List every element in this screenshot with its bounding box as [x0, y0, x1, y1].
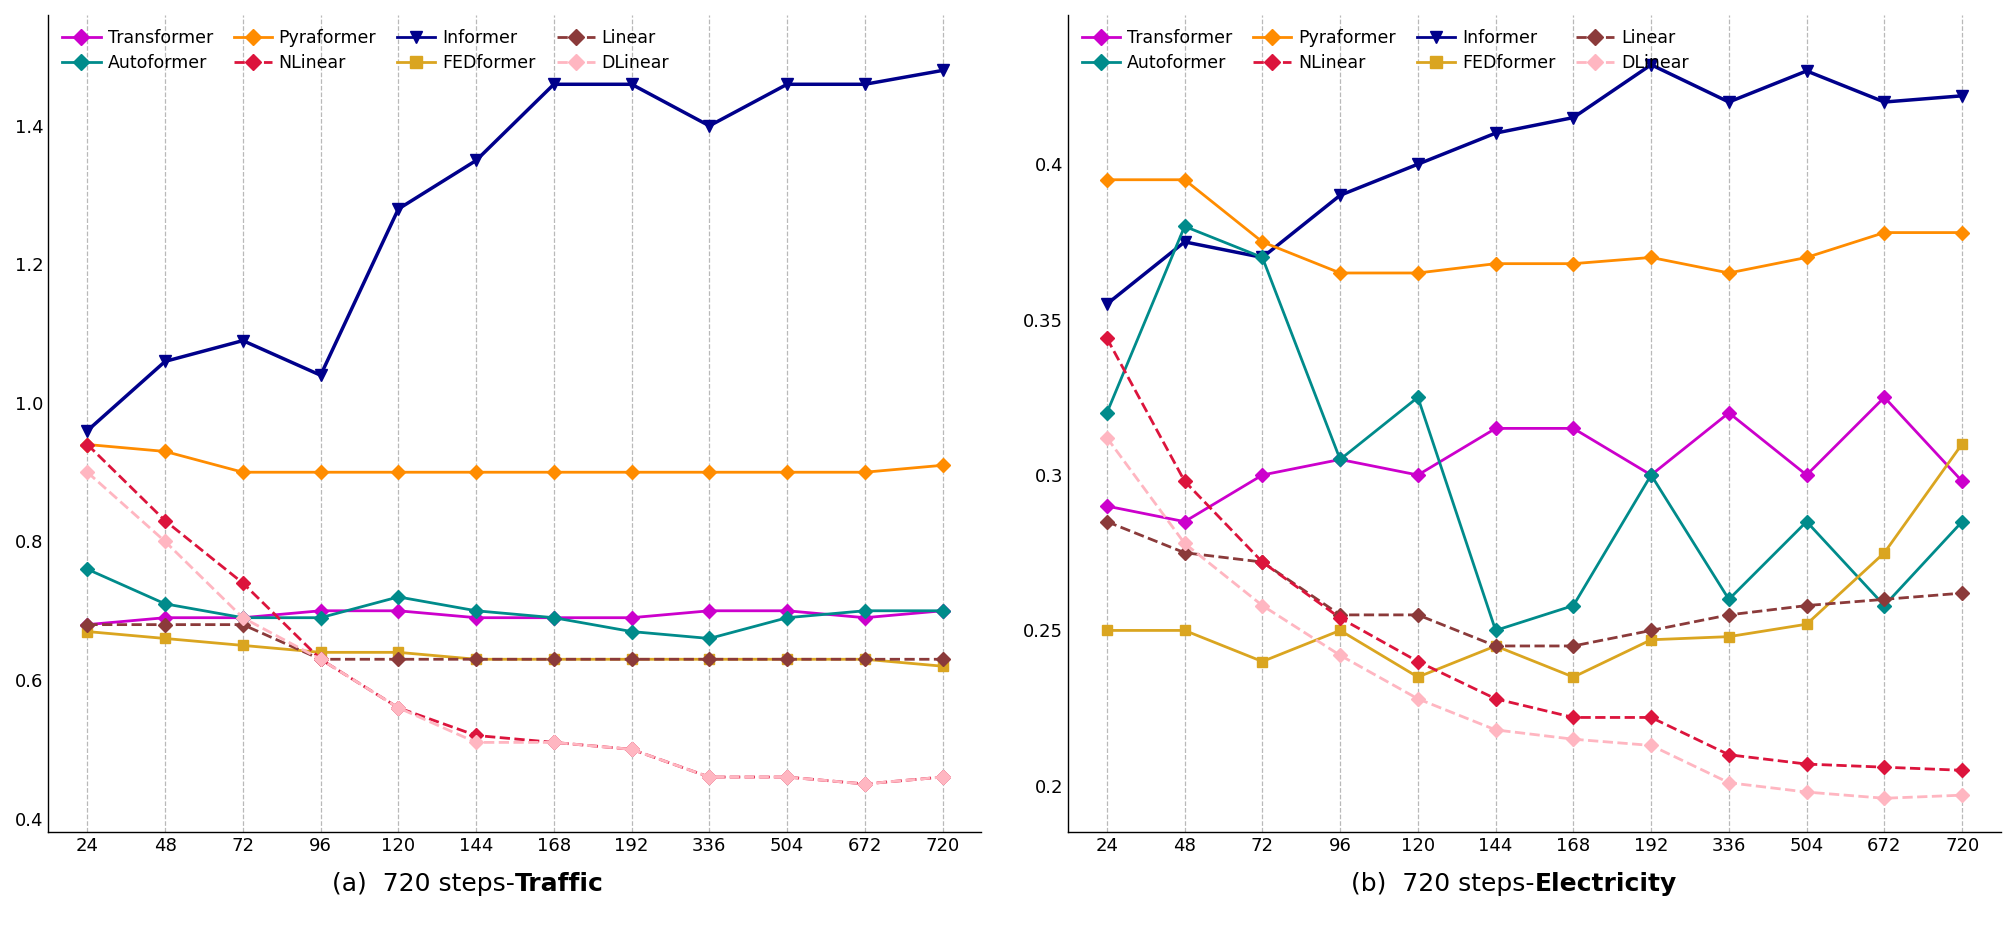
Legend: Transformer, Autoformer, Pyraformer, NLinear, Informer, FEDformer, Linear, DLine: Transformer, Autoformer, Pyraformer, NLi… [56, 24, 675, 77]
Legend: Transformer, Autoformer, Pyraformer, NLinear, Informer, FEDformer, Linear, DLine: Transformer, Autoformer, Pyraformer, NLi… [1077, 24, 1693, 77]
Text: Electricity: Electricity [1534, 872, 1677, 897]
Text: (b)  720 steps-: (b) 720 steps- [1351, 872, 1534, 897]
Text: Traffic: Traffic [514, 872, 605, 897]
Text: (a)  720 steps-: (a) 720 steps- [333, 872, 514, 897]
